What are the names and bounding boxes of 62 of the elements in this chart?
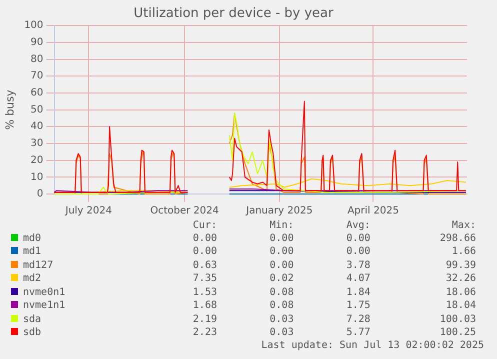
y-tick-label: 40 <box>30 121 44 132</box>
legend-label: sda <box>22 312 42 326</box>
text: 32.26 <box>444 272 477 286</box>
text: 5.77 <box>345 326 372 340</box>
y-tick-label: 60 <box>30 88 44 99</box>
text: 3.78 <box>345 258 372 272</box>
text: 7.35 <box>192 272 218 286</box>
text: 0.00 <box>268 258 295 272</box>
text: 0.03 <box>268 312 295 326</box>
text: 0.00 <box>268 232 295 245</box>
legend-label: md2 <box>22 272 42 286</box>
legend-label: md127 <box>22 258 54 272</box>
text: 2.23 <box>192 326 218 340</box>
y-tick-label: 30 <box>30 138 44 150</box>
text: 1.84 <box>345 286 372 299</box>
text: 1.75 <box>345 299 372 312</box>
text: 1.68 <box>192 299 218 312</box>
text: 1.53 <box>192 286 218 299</box>
legend-label: md0 <box>22 232 42 245</box>
y-tick-label: 80 <box>30 54 44 65</box>
text: 0.00 <box>192 232 218 245</box>
text: 0.03 <box>268 326 295 340</box>
text: 7.28 <box>345 312 372 326</box>
text: 100.03 <box>438 312 477 326</box>
text: 0.00 <box>192 245 218 258</box>
y-tick-label: 10 <box>30 172 44 183</box>
text: 1.66 <box>450 245 477 258</box>
text: 0.00 <box>268 245 295 258</box>
text: 100.25 <box>438 326 477 340</box>
text: Cur: <box>192 220 218 232</box>
chart-title: Utilization per device - by year <box>134 6 334 22</box>
text: Last update: Sun Jul 13 02:00:02 2025 <box>260 340 484 350</box>
text: 4.07 <box>345 272 372 286</box>
y-tick-label: 20 <box>30 154 44 166</box>
text: 18.06 <box>444 286 477 299</box>
text: Max: <box>450 220 477 232</box>
y-tick-label: 100 <box>24 20 44 32</box>
text: 298.66 <box>438 232 477 245</box>
x-tick-label: July 2024 <box>64 206 112 217</box>
text: 0.02 <box>268 272 295 286</box>
text: Min: <box>268 220 295 232</box>
legend-label: nvme1n1 <box>22 299 66 312</box>
text: 0.63 <box>192 258 218 272</box>
legend-label: sdb <box>22 326 42 340</box>
text: 0.08 <box>268 299 295 312</box>
text: Avg: <box>345 220 372 232</box>
text: 0.08 <box>268 286 295 299</box>
legend-label: md1 <box>22 245 42 258</box>
x-tick-label: January 2025 <box>245 206 313 217</box>
text: 2.19 <box>192 312 218 326</box>
y-axis-title: % busy <box>3 89 16 130</box>
text: 0.00 <box>345 245 372 258</box>
y-tick-label: 0 <box>36 188 44 200</box>
text: 0.00 <box>345 232 372 245</box>
x-tick-label: April 2025 <box>347 206 399 217</box>
text: 99.39 <box>444 258 477 272</box>
y-tick-label: 50 <box>30 104 44 116</box>
legend-label: nvme0n1 <box>22 286 66 299</box>
x-tick-label: October 2024 <box>150 206 219 217</box>
text: 18.04 <box>444 299 477 312</box>
y-tick-label: 70 <box>30 70 44 82</box>
y-tick-label: 90 <box>30 37 44 48</box>
